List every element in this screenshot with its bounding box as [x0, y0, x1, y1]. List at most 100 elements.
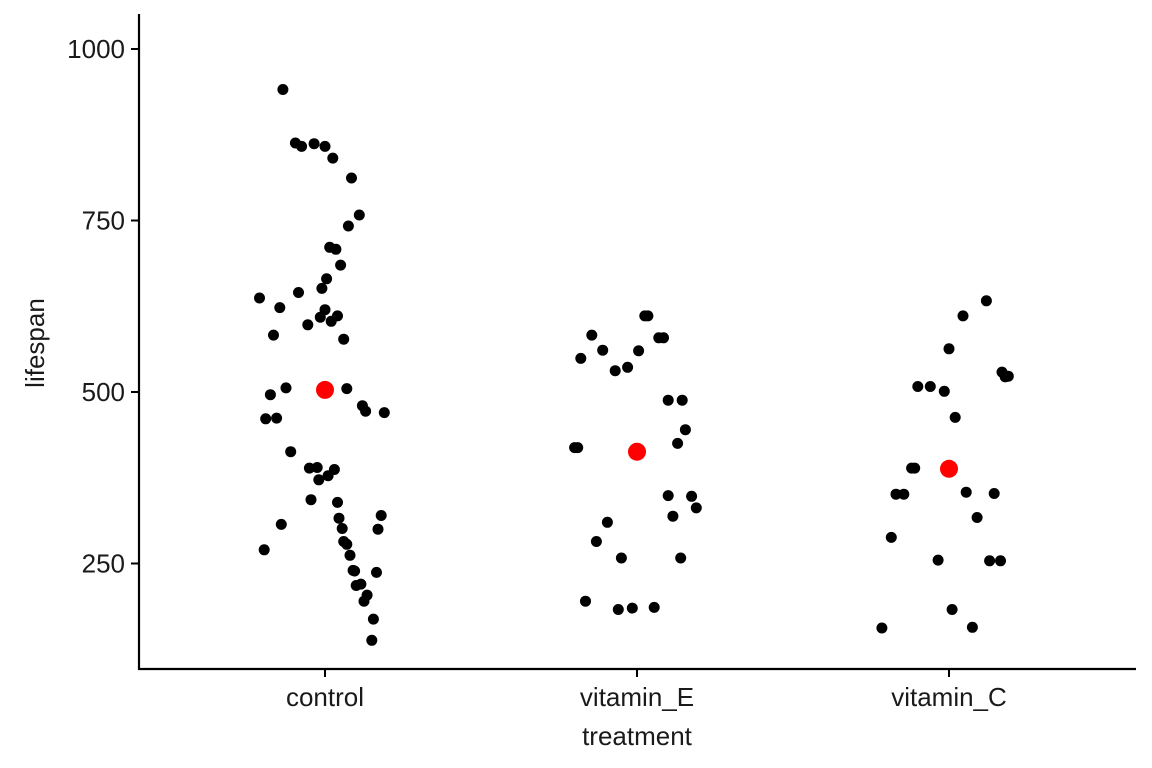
data-point — [328, 464, 340, 475]
data-point — [341, 383, 353, 395]
data-point — [906, 462, 918, 474]
data-point — [264, 389, 276, 401]
data-point — [885, 531, 897, 543]
data-point — [984, 555, 996, 567]
data-point — [932, 554, 944, 566]
data-point — [912, 381, 924, 392]
data-point — [943, 343, 955, 355]
data-point — [285, 446, 297, 458]
data-point — [957, 310, 969, 322]
data-point — [597, 344, 609, 356]
data-point — [971, 512, 983, 523]
data-point — [316, 282, 328, 294]
data-point — [949, 411, 961, 423]
data-point — [341, 538, 353, 550]
data-point — [675, 552, 687, 564]
data-point — [302, 319, 314, 331]
data-point — [353, 209, 365, 221]
data-point — [349, 565, 361, 577]
mean-point — [628, 442, 646, 461]
data-point — [275, 518, 287, 530]
data-point — [633, 345, 645, 357]
data-point — [366, 634, 378, 646]
data-point — [980, 295, 992, 307]
data-point — [999, 371, 1011, 383]
data-point — [342, 220, 354, 232]
y-tick-label: 1000 — [67, 34, 125, 64]
data-point — [321, 273, 333, 285]
data-point — [946, 604, 958, 615]
data-point — [572, 442, 584, 454]
data-point — [372, 523, 384, 535]
data-point — [324, 241, 336, 253]
data-point — [586, 329, 598, 341]
data-point — [575, 352, 587, 364]
data-point — [626, 602, 638, 614]
data-point — [898, 488, 910, 500]
data-point — [601, 516, 613, 528]
data-point — [293, 287, 304, 298]
data-point — [667, 510, 679, 522]
data-point — [335, 259, 347, 271]
data-point — [305, 494, 317, 506]
y-axis-title: lifespan — [20, 298, 50, 388]
plot-area — [254, 84, 1014, 646]
mean-point — [940, 459, 958, 478]
data-point — [271, 412, 283, 424]
data-point — [960, 486, 972, 498]
data-point — [890, 488, 902, 500]
y-tick-label: 250 — [82, 549, 125, 579]
data-point — [319, 140, 331, 152]
data-point — [995, 555, 1006, 567]
data-point — [622, 361, 634, 373]
data-point — [639, 310, 651, 322]
data-point — [313, 474, 325, 486]
x-tick-label: vitamin_C — [891, 682, 1007, 712]
data-point — [378, 407, 390, 419]
x-tick-label: control — [286, 682, 364, 712]
data-point — [274, 302, 286, 314]
data-point — [662, 394, 674, 406]
data-point — [371, 566, 382, 578]
data-point — [361, 589, 373, 601]
data-point — [356, 400, 368, 412]
data-point — [609, 365, 621, 377]
x-axis-title: treatment — [582, 721, 693, 751]
data-point — [319, 304, 331, 316]
data-point — [988, 488, 1000, 499]
data-point — [367, 613, 379, 625]
data-point — [327, 152, 339, 164]
data-point — [355, 578, 367, 590]
y-tick-label: 500 — [82, 377, 125, 407]
data-point — [254, 292, 265, 304]
data-point — [325, 315, 337, 327]
data-point — [332, 496, 343, 508]
data-point — [260, 413, 272, 425]
data-point — [338, 333, 350, 345]
data-point — [277, 84, 289, 95]
data-point — [333, 512, 345, 524]
data-point — [308, 138, 320, 150]
x-tick-label: vitamin_E — [580, 682, 694, 712]
y-tick-label: 750 — [82, 206, 125, 236]
data-point — [658, 332, 669, 344]
data-point — [590, 536, 602, 547]
data-point — [375, 510, 387, 521]
data-point — [311, 462, 323, 473]
data-point — [662, 490, 674, 502]
data-point — [344, 549, 356, 561]
data-point — [672, 437, 684, 449]
data-point — [690, 502, 702, 514]
data-point — [346, 172, 357, 184]
data-point — [580, 595, 591, 607]
data-point — [268, 329, 279, 341]
data-point — [679, 424, 691, 436]
data-point — [676, 394, 688, 406]
data-point — [615, 552, 627, 564]
data-point — [258, 544, 270, 556]
data-point — [686, 490, 698, 502]
data-point — [924, 381, 936, 392]
axes: 250 500 750 1000 control vitamin_E vitamin_C — [67, 14, 1136, 712]
mean-point — [316, 380, 334, 399]
